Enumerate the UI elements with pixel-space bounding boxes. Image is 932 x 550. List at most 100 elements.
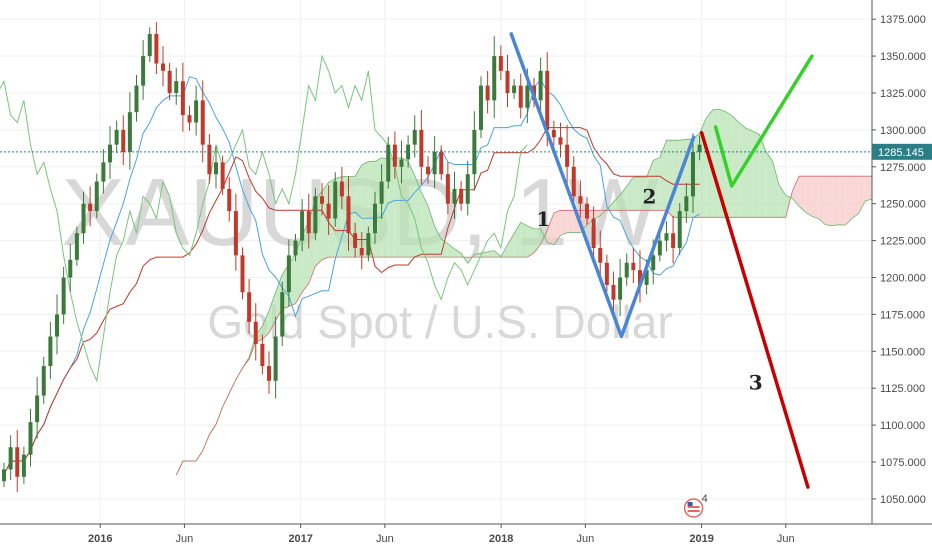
candle-body [419, 129, 424, 167]
cloud-segment [805, 176, 813, 217]
candle-body [187, 115, 192, 123]
y-tick-label: 1375.000 [880, 14, 926, 26]
candle-body [48, 336, 53, 367]
candle-body [154, 33, 159, 64]
candle-body [657, 240, 662, 256]
candle-body [558, 137, 563, 145]
y-axis[interactable]: 1375.000 1350.000 1325.000 1300.000 1275.000… [872, 14, 926, 506]
candle-body [339, 181, 344, 197]
cloud-segment [474, 253, 481, 258]
x-tick-label: Jun [376, 533, 394, 545]
candle-body [41, 366, 46, 396]
cloud-segment [414, 175, 422, 258]
x-tick-label: 2017 [288, 533, 312, 545]
candle-body [55, 314, 60, 337]
cloud-segment [262, 310, 269, 340]
candle-body [260, 343, 265, 367]
candle-body [472, 129, 477, 175]
projection-line-3[interactable] [699, 131, 810, 489]
candle-body [174, 81, 179, 93]
projection-line-1[interactable] [509, 32, 696, 339]
candle-body [372, 203, 377, 234]
candle-body [525, 85, 530, 108]
y-tick-label: 1300.000 [880, 125, 926, 137]
candle-body [207, 144, 212, 175]
cloud-segment [620, 186, 627, 211]
candle-body [359, 247, 364, 256]
event-marker[interactable]: 4 [683, 493, 708, 518]
candle-body [432, 152, 437, 175]
candle-body [214, 162, 219, 175]
candle-body [194, 100, 199, 123]
candle-body [637, 270, 642, 285]
candle-body [333, 181, 338, 219]
candle-body [498, 56, 503, 71]
candle-body [167, 70, 172, 93]
x-tick-label: Jun [576, 533, 594, 545]
wave-labels: 1 2 3 [536, 185, 762, 395]
cloud-segment [441, 239, 448, 258]
flag-icon-canton [687, 502, 693, 506]
candle-body [578, 196, 583, 204]
cloud-segment [726, 111, 733, 218]
span-a-line [175, 108, 872, 476]
candle-body [15, 447, 20, 477]
x-tick-label: 2018 [489, 533, 513, 545]
x-tick-label: 2019 [689, 533, 713, 545]
cloud-segment [772, 161, 780, 218]
candle-body [485, 85, 490, 101]
candle-body [300, 211, 305, 241]
wave-label-2: 2 [643, 185, 657, 209]
candle-body [392, 144, 397, 167]
cloud-segment [434, 226, 442, 258]
projection-line-2[interactable] [713, 54, 814, 188]
cloud-segment [639, 177, 647, 211]
y-tick-label: 1150.000 [880, 346, 925, 358]
cloud-segment [547, 212, 554, 245]
last-price-label: 1285.145 [872, 143, 932, 160]
x-axis[interactable]: 2016 Jun 2017 Jun 2018 Jun 2019 Jun [88, 524, 795, 545]
candle-body [227, 188, 232, 212]
candle-body [631, 262, 636, 271]
candle-body [88, 203, 93, 212]
y-tick-label: 1325.000 [880, 88, 926, 100]
candle-body [353, 233, 358, 248]
candle-body [200, 100, 205, 145]
candle-body [425, 166, 430, 175]
candle-body [551, 129, 556, 138]
ichimoku-lines [0, 54, 700, 476]
candle-body [690, 152, 695, 197]
event-count: 4 [702, 493, 708, 505]
candle-body [101, 162, 106, 182]
wave-label-1: 1 [536, 207, 550, 231]
candle-body [108, 144, 113, 163]
y-tick-label: 1125.000 [880, 383, 925, 395]
y-tick-label: 1200.000 [880, 272, 926, 284]
candle-body [94, 181, 99, 212]
cloud-segment [646, 160, 654, 211]
candle-body [74, 233, 79, 260]
kijun-line [3, 127, 700, 476]
cloud-segment [408, 161, 415, 258]
candle-body [697, 144, 702, 153]
cloud-segment [865, 176, 872, 202]
cloud-segment [673, 140, 680, 218]
cloud-segment [759, 134, 766, 218]
candle-body [141, 56, 146, 86]
candle-body [671, 233, 676, 248]
candle-body [220, 162, 225, 189]
flag-icon-stripe [687, 510, 700, 512]
cloud-segment [732, 116, 740, 218]
cloud-segment [765, 151, 773, 218]
cloud-segment [527, 225, 534, 258]
cloud-segment [388, 158, 395, 258]
candle-body [366, 233, 371, 256]
candle-body [452, 188, 457, 204]
cloud-segment [659, 140, 667, 211]
candle-body [61, 277, 66, 315]
cloud-segment [832, 176, 839, 226]
cloud-segment [613, 195, 621, 211]
cloud-segment [633, 177, 640, 211]
cloud-segment [745, 128, 753, 218]
